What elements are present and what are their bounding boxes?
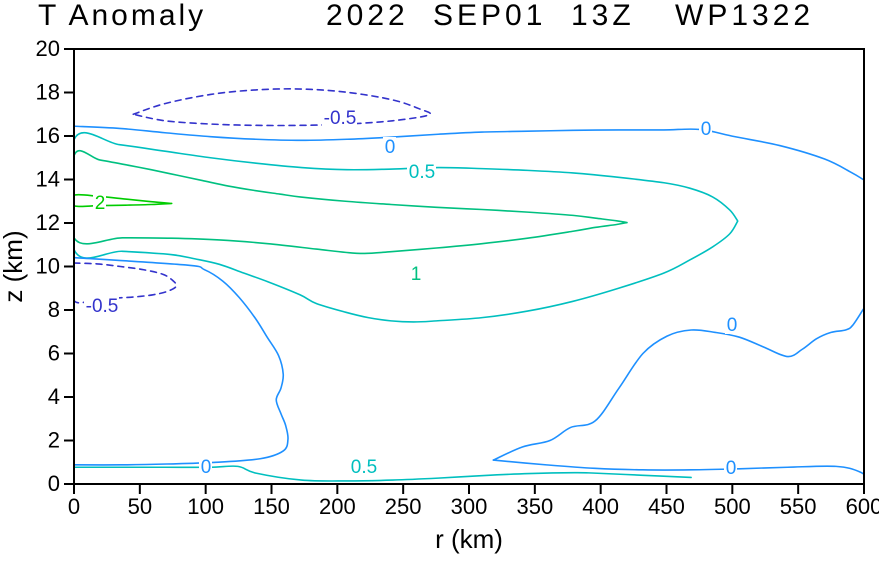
svg-text:20: 20	[36, 36, 60, 61]
svg-text:8: 8	[48, 297, 60, 322]
svg-text:4: 4	[48, 384, 60, 409]
svg-text:100: 100	[187, 494, 224, 519]
svg-text:600: 600	[846, 494, 879, 519]
svg-text:-0.5: -0.5	[86, 296, 119, 317]
svg-text:12: 12	[36, 210, 60, 235]
svg-text:0: 0	[48, 471, 60, 496]
svg-text:z (km): z (km)	[0, 230, 28, 302]
svg-text:200: 200	[319, 494, 356, 519]
svg-text:150: 150	[253, 494, 290, 519]
svg-text:0: 0	[727, 315, 738, 336]
svg-text:550: 550	[780, 494, 817, 519]
svg-text:0: 0	[385, 137, 396, 158]
svg-text:0.5: 0.5	[409, 162, 435, 183]
svg-text:400: 400	[582, 494, 619, 519]
svg-text:50: 50	[128, 494, 152, 519]
svg-text:6: 6	[48, 341, 60, 366]
svg-text:2: 2	[95, 193, 106, 214]
svg-text:-0.5: -0.5	[324, 108, 357, 129]
svg-text:350: 350	[516, 494, 553, 519]
svg-text:0: 0	[68, 494, 80, 519]
svg-text:10: 10	[36, 254, 60, 279]
svg-text:250: 250	[385, 494, 422, 519]
svg-text:1: 1	[411, 264, 422, 285]
svg-text:0: 0	[726, 458, 737, 479]
svg-text:18: 18	[36, 80, 60, 105]
svg-text:300: 300	[451, 494, 488, 519]
svg-text:0: 0	[701, 119, 712, 140]
svg-text:0: 0	[201, 457, 212, 478]
svg-text:14: 14	[36, 167, 60, 192]
svg-text:16: 16	[36, 123, 60, 148]
svg-text:0.5: 0.5	[351, 457, 377, 478]
svg-text:450: 450	[648, 494, 685, 519]
svg-text:500: 500	[714, 494, 751, 519]
svg-text:2: 2	[48, 428, 60, 453]
svg-text:r (km): r (km)	[435, 524, 503, 554]
